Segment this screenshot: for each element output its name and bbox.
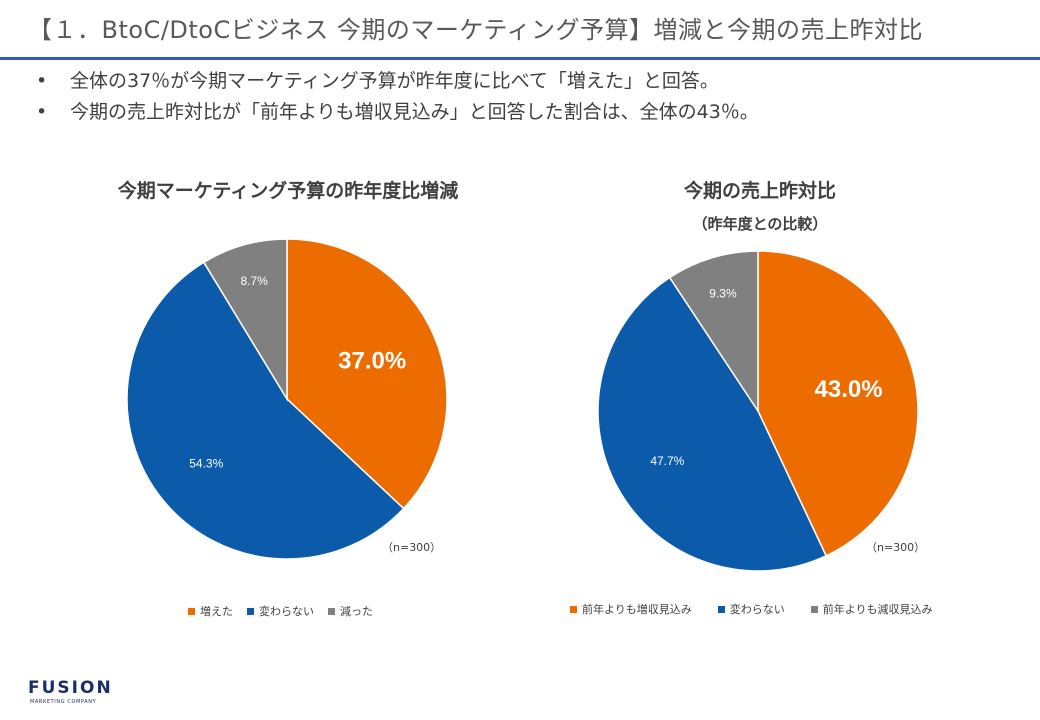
pie-data-label-3: 9.3% xyxy=(709,287,737,301)
legend-item-2: 変わらない xyxy=(247,603,314,619)
pie-slice-3 xyxy=(202,238,288,402)
pie-slice-3 xyxy=(668,250,759,414)
chart2-title: 今期の売上昨対比 xyxy=(683,180,836,202)
chart1-legend: 増えた 変わらない 減った xyxy=(188,603,387,619)
legend-label: 前年よりも増収見込み xyxy=(582,603,692,616)
pie-slice-2 xyxy=(597,276,828,572)
bullet-marker: • xyxy=(36,70,48,92)
chart2-sample-note: （n=300） xyxy=(866,541,926,554)
legend-swatch xyxy=(247,607,254,615)
legend-item-2: 変わらない xyxy=(717,601,785,617)
chart2-subtitle: （昨年度との比較） xyxy=(692,215,828,233)
slide-title: 【１．BtoC/DtoCビジネス 今期のマーケティング予算】増減と今期の売上昨対… xyxy=(28,16,923,44)
legend-swatch xyxy=(188,607,195,615)
pie-data-label-1: 37.0% xyxy=(338,347,406,374)
pie-data-label-2: 54.3% xyxy=(189,457,223,471)
legend-label: 前年よりも減収見込み xyxy=(822,603,933,616)
summary-bullets: • 全体の37％が今期マーケティング予算が昨年度に比べて「増えた」と回答。 • … xyxy=(36,66,759,128)
bullet-item: • 今期の売上昨対比が「前年よりも増収見込み」と回答した割合は、全体の43％。 xyxy=(36,97,759,128)
title-divider xyxy=(0,57,1040,60)
logo-wordmark: FUSION xyxy=(28,678,113,698)
logo-tagline: MARKETING COMPANY xyxy=(30,699,97,705)
bullet-marker: • xyxy=(36,101,48,123)
legend-swatch xyxy=(570,605,577,613)
chart1-title: 今期マーケティング予算の昨年度比増減 xyxy=(117,180,459,202)
fusion-logo: FUSION MARKETING COMPANY xyxy=(28,678,113,706)
bullet-text: 全体の37％が今期マーケティング予算が昨年度に比べて「増えた」と回答。 xyxy=(70,70,719,92)
legend-item-1: 増えた xyxy=(188,603,233,619)
legend-label: 増えた xyxy=(200,605,233,618)
pie-data-label-2: 47.7% xyxy=(650,454,684,468)
legend-label: 減った xyxy=(340,605,373,618)
chart1-sample-note: （n=300） xyxy=(382,541,442,554)
legend-label: 変わらない xyxy=(259,605,314,618)
pie-data-label-3: 8.7% xyxy=(240,274,268,288)
legend-label: 変わらない xyxy=(729,603,785,616)
pie-data-label-1: 43.0% xyxy=(815,376,883,403)
pie-slice-1 xyxy=(757,250,919,557)
legend-swatch xyxy=(328,607,335,615)
legend-item-3: 前年よりも減収見込み xyxy=(810,601,933,617)
legend-swatch xyxy=(810,605,818,613)
legend-item-1: 前年よりも増収見込み xyxy=(570,601,692,617)
chart2-legend: 前年よりも増収見込み 変わらない 前年よりも減収見込み xyxy=(570,601,959,617)
bullet-text: 今期の売上昨対比が「前年よりも増収見込み」と回答した割合は、全体の43％。 xyxy=(70,101,759,123)
pie-slice-2 xyxy=(126,261,405,560)
legend-swatch xyxy=(717,605,725,613)
pie-slice-1 xyxy=(286,238,448,510)
legend-item-3: 減った xyxy=(328,603,373,619)
bullet-item: • 全体の37％が今期マーケティング予算が昨年度に比べて「増えた」と回答。 xyxy=(36,66,759,97)
